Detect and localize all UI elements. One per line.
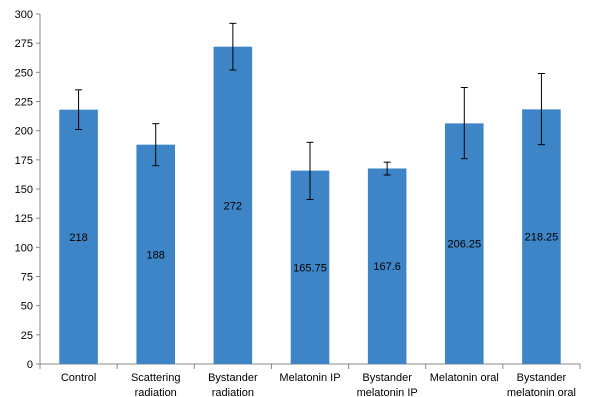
y-tick-label: 275 [15, 38, 33, 50]
y-tick-label: 25 [21, 330, 33, 342]
x-category-label: Control [61, 372, 96, 384]
data-label: 272 [224, 200, 242, 212]
x-category-label: Bystander melatonin oral [507, 372, 576, 397]
data-label: 165.75 [293, 262, 327, 274]
bars [59, 47, 560, 364]
data-label: 218 [69, 232, 87, 244]
data-label: 167.6 [373, 261, 401, 273]
x-category-label-line: Scattering [131, 372, 181, 384]
y-tick-label: 125 [15, 213, 33, 225]
x-axis: Control Scattering radiation Bystander radia… [40, 364, 580, 397]
x-category-label-line: Melatonin IP [279, 372, 340, 384]
x-category-label-line: melatonin oral [507, 387, 576, 397]
y-tick-label: 300 [15, 9, 33, 21]
x-category-label-line: Bystander [208, 372, 258, 384]
x-category-label: Melatonin oral [430, 372, 499, 384]
x-category-label-line: Control [61, 372, 96, 384]
y-tick-label: 200 [15, 126, 33, 138]
y-axis: 0 25 50 75 100 125 150 175 200 225 250 275 300 [15, 9, 40, 371]
x-category-label-line: radiation [212, 387, 254, 397]
y-tick-label: 175 [15, 155, 33, 167]
x-category-label-line: melatonin IP [357, 387, 418, 397]
y-tick-label: 150 [15, 184, 33, 196]
data-label: 188 [147, 249, 165, 261]
y-tick-label: 225 [15, 97, 33, 109]
y-tick-label: 250 [15, 67, 33, 79]
x-category-label-line: Bystander [362, 372, 412, 384]
y-tick-label: 50 [21, 301, 33, 313]
x-category-label: Melatonin IP [279, 372, 340, 384]
y-tick-label: 75 [21, 272, 33, 284]
x-category-label: Bystander radiation [208, 372, 258, 397]
data-label: 218.25 [525, 232, 559, 244]
x-category-label: Bystander melatonin IP [357, 372, 418, 397]
x-category-label-line: radiation [135, 387, 177, 397]
y-tick-label: 0 [27, 359, 33, 371]
x-category-label-line: Melatonin oral [430, 372, 499, 384]
x-category-label-line: Bystander [517, 372, 567, 384]
x-category-label: Scattering radiation [131, 372, 181, 397]
y-tick-label: 100 [15, 242, 33, 254]
data-label: 206.25 [447, 239, 481, 251]
